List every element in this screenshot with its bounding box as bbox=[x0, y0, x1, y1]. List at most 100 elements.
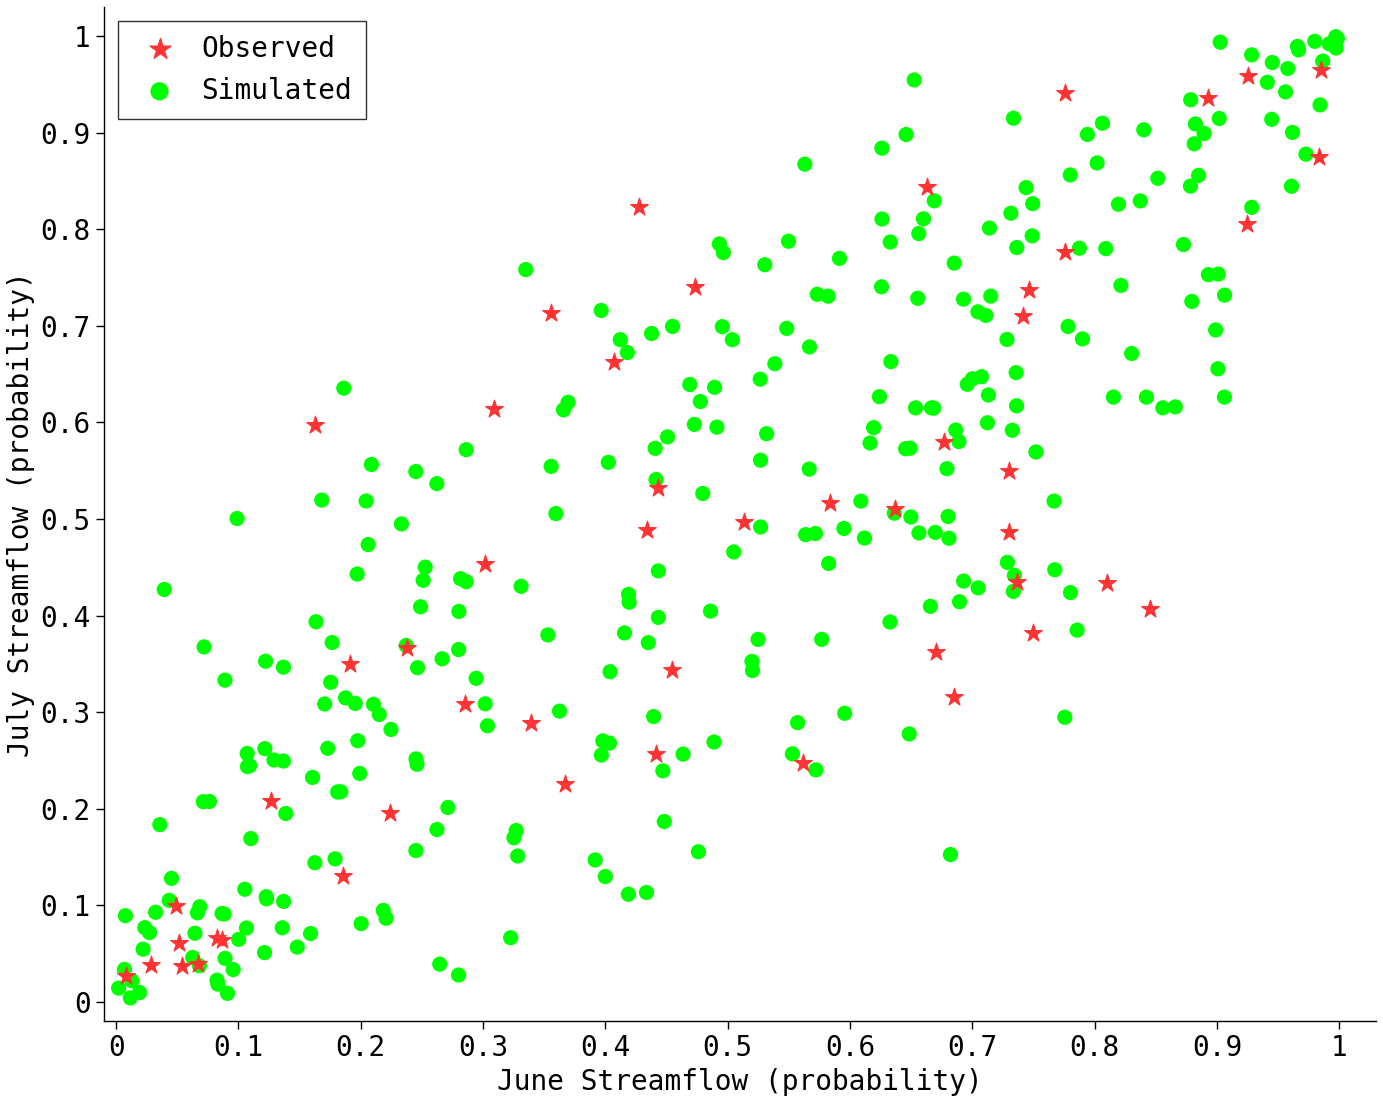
Simulated bbox=[396, 636, 418, 654]
Simulated bbox=[254, 740, 277, 758]
Simulated bbox=[1086, 154, 1108, 172]
Simulated bbox=[304, 854, 326, 871]
Simulated bbox=[154, 580, 176, 598]
Simulated bbox=[552, 401, 574, 419]
Simulated bbox=[644, 471, 667, 489]
Observed bbox=[999, 462, 1021, 480]
Simulated bbox=[346, 565, 368, 582]
Simulated bbox=[131, 941, 154, 959]
Simulated bbox=[1147, 170, 1169, 188]
Simulated bbox=[956, 375, 978, 393]
Simulated bbox=[978, 219, 1000, 237]
Simulated bbox=[880, 353, 902, 371]
Simulated bbox=[1015, 179, 1037, 196]
Simulated bbox=[1261, 54, 1283, 72]
Observed bbox=[647, 480, 669, 497]
Simulated bbox=[996, 331, 1018, 349]
Simulated bbox=[898, 725, 920, 742]
Simulated bbox=[1180, 178, 1202, 195]
Simulated bbox=[1205, 321, 1227, 339]
Simulated bbox=[1325, 40, 1347, 57]
Simulated bbox=[978, 386, 1000, 404]
Simulated bbox=[904, 399, 927, 417]
Simulated bbox=[311, 491, 333, 508]
Simulated bbox=[651, 762, 674, 780]
Simulated bbox=[256, 890, 278, 908]
Simulated bbox=[900, 508, 922, 526]
Simulated bbox=[653, 813, 675, 831]
Simulated bbox=[907, 289, 929, 307]
Observed bbox=[171, 957, 194, 975]
Simulated bbox=[301, 769, 324, 786]
Simulated bbox=[924, 192, 946, 210]
Simulated bbox=[1281, 124, 1303, 141]
Simulated bbox=[661, 318, 683, 335]
Simulated bbox=[1326, 30, 1348, 47]
Simulated bbox=[1054, 708, 1076, 726]
Simulated bbox=[321, 634, 343, 652]
Simulated bbox=[971, 368, 993, 386]
Simulated bbox=[319, 674, 342, 692]
Simulated bbox=[206, 972, 228, 989]
Simulated bbox=[763, 355, 786, 373]
Simulated bbox=[1181, 292, 1203, 310]
Observed bbox=[1198, 89, 1220, 107]
Simulated bbox=[1164, 398, 1187, 416]
Simulated bbox=[924, 524, 946, 542]
Simulated bbox=[223, 961, 245, 978]
Simulated bbox=[996, 554, 1018, 571]
Simulated bbox=[214, 672, 236, 689]
Observed bbox=[339, 655, 361, 673]
Simulated bbox=[617, 344, 639, 362]
Simulated bbox=[795, 526, 817, 544]
Simulated bbox=[429, 955, 451, 973]
Simulated bbox=[545, 505, 567, 523]
Simulated bbox=[871, 211, 893, 228]
Simulated bbox=[317, 739, 339, 757]
Simulated bbox=[1003, 582, 1025, 600]
Simulated bbox=[618, 593, 640, 611]
Observed bbox=[884, 500, 906, 517]
Simulated bbox=[975, 307, 997, 324]
Simulated bbox=[1311, 52, 1333, 69]
Simulated bbox=[1288, 41, 1310, 58]
Simulated bbox=[1102, 388, 1124, 406]
Observed bbox=[260, 792, 282, 810]
Observed bbox=[1308, 148, 1330, 165]
Simulated bbox=[976, 414, 999, 431]
Simulated bbox=[828, 249, 851, 267]
Simulated bbox=[407, 756, 429, 773]
Simulated bbox=[362, 696, 384, 714]
Simulated bbox=[306, 613, 328, 631]
Simulated bbox=[1068, 239, 1090, 257]
Observed bbox=[1310, 62, 1332, 79]
Simulated bbox=[723, 543, 745, 560]
Simulated bbox=[895, 126, 917, 143]
Observed bbox=[1236, 215, 1259, 233]
Simulated bbox=[510, 578, 532, 596]
Simulated bbox=[776, 320, 798, 338]
Simulated bbox=[1241, 199, 1263, 216]
Simulated bbox=[414, 558, 436, 576]
Observed bbox=[1095, 575, 1117, 592]
Simulated bbox=[557, 394, 579, 411]
Observed bbox=[636, 521, 658, 538]
Simulated bbox=[1044, 561, 1066, 579]
Simulated bbox=[741, 653, 763, 671]
Simulated bbox=[689, 393, 711, 410]
Simulated bbox=[541, 458, 563, 475]
Simulated bbox=[1066, 621, 1088, 639]
Simulated bbox=[880, 613, 902, 631]
Simulated bbox=[1213, 388, 1235, 406]
Observed bbox=[396, 640, 418, 657]
Simulated bbox=[833, 520, 855, 537]
Simulated bbox=[506, 847, 528, 865]
Simulated bbox=[235, 919, 257, 936]
Simulated bbox=[194, 639, 216, 656]
Simulated bbox=[286, 939, 308, 956]
Observed bbox=[603, 354, 625, 372]
Simulated bbox=[1308, 96, 1330, 114]
Simulated bbox=[712, 244, 734, 261]
Simulated bbox=[1043, 492, 1065, 510]
Simulated bbox=[412, 571, 434, 589]
